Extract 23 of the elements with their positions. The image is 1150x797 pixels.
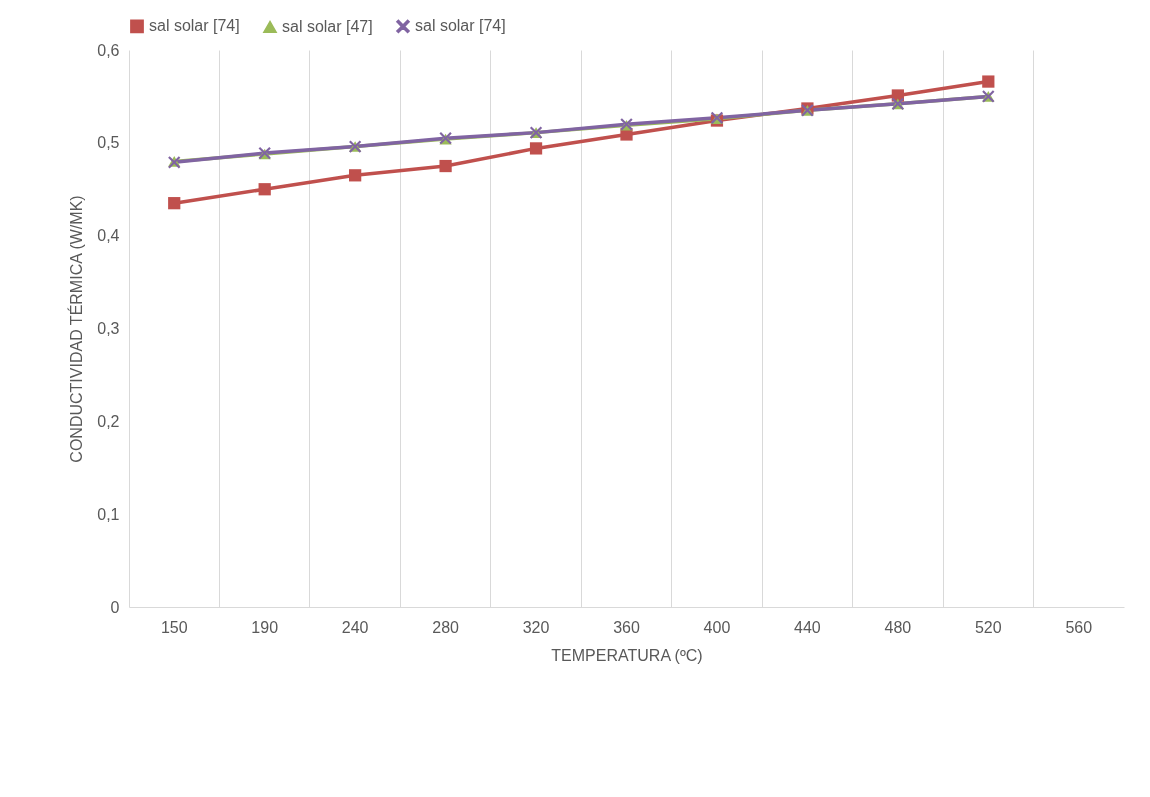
x-tick-label: 320 (522, 618, 550, 636)
legend-label: sal solar [74] (415, 17, 506, 35)
y-tick-label: 0,5 (97, 134, 120, 152)
x-tick-label: 240 (341, 618, 369, 636)
legend-label: sal solar [47] (282, 17, 373, 35)
x-axis-title: TEMPERATURA (ºC) (551, 646, 703, 664)
y-tick-label: 0,6 (97, 41, 120, 59)
x-tick-label: 480 (884, 618, 912, 636)
x-tick-label: 520 (974, 618, 1002, 636)
legend-label: sal solar [74] (149, 17, 240, 35)
y-tick-label: 0,4 (97, 227, 120, 245)
x-tick-label: 190 (251, 618, 279, 636)
x-tick-label: 440 (794, 618, 821, 636)
y-tick-label: 0 (110, 598, 120, 616)
x-tick-label: 280 (432, 618, 460, 636)
y-tick-label: 0,2 (97, 412, 120, 430)
x-tick-label: 400 (703, 618, 731, 636)
y-tick-label: 0,3 (97, 320, 120, 337)
x-tick-label: 150 (160, 618, 188, 636)
y-axis-title: CONDUCTIVIDAD TÉRMICA (W/MK) (67, 195, 86, 463)
x-tick-label: 560 (1065, 618, 1093, 636)
y-tick-label: 0,1 (97, 505, 120, 523)
x-tick-label: 360 (613, 618, 640, 636)
